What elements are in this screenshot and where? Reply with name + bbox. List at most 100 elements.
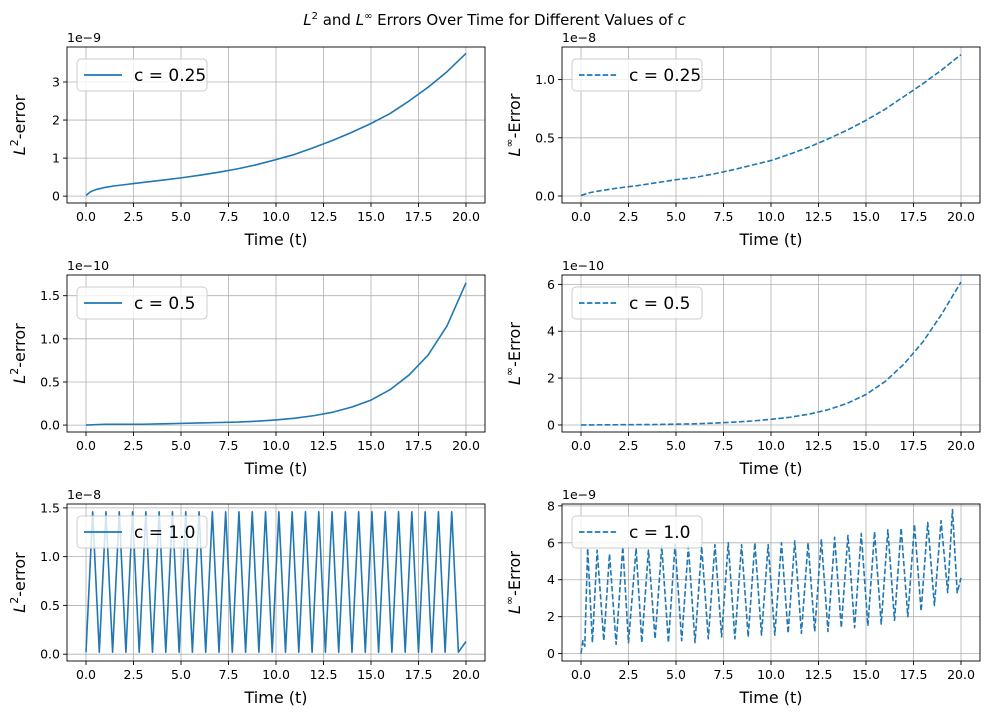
y-tick-label: 1.5 [40, 500, 60, 515]
legend: c = 0.5 [571, 286, 703, 320]
axis-offset-text: 1e−9 [67, 30, 101, 45]
legend-box [571, 515, 703, 549]
x-axis-label: Time (t) [244, 688, 308, 707]
x-tick-label: 17.5 [900, 667, 928, 682]
x-tick-label: 12.5 [805, 209, 833, 224]
y-tick-label: 2 [547, 609, 555, 624]
x-tick-label: 20.0 [947, 438, 975, 453]
title-linf-letter: L [356, 11, 364, 29]
x-tick-label: 5.0 [666, 209, 686, 224]
x-axis-label: Time (t) [739, 459, 803, 478]
series-line [580, 53, 962, 197]
x-tick-label: 0.0 [76, 667, 96, 682]
x-tick-label: 5.0 [171, 438, 191, 453]
x-tick-label: 12.5 [805, 438, 833, 453]
legend-box [571, 58, 703, 92]
x-tick-label: 10.0 [757, 209, 785, 224]
x-tick-label: 12.5 [310, 667, 338, 682]
legend-box [571, 286, 703, 320]
y-tick-label: 0.5 [40, 598, 60, 613]
x-tick-label: 7.5 [219, 209, 239, 224]
x-tick-label: 12.5 [805, 667, 833, 682]
x-tick-label: 15.0 [357, 667, 385, 682]
title-l2-letter: L [303, 11, 311, 29]
legend-label: c = 0.5 [134, 294, 195, 314]
subplot-grid: 0.0 2.5 5.0 7.5 10.0 12.5 15.0 17.5 20.001231e−9… [8, 30, 981, 707]
y-label-letter: L [505, 376, 524, 385]
y-label-suffix: -error [10, 323, 29, 368]
y-tick-label: 8 [547, 498, 555, 513]
x-tick-label: 7.5 [714, 438, 734, 453]
x-tick-label: 10.0 [757, 438, 785, 453]
x-tick-label: 20.0 [452, 667, 480, 682]
subplot-row3-right: 0.0 2.5 5.0 7.5 10.0 12.5 15.0 17.5 20.0 0 2 4 6 8 1e−… [503, 487, 981, 707]
x-tick-label: 2.5 [124, 667, 144, 682]
x-tick-label: 15.0 [852, 438, 880, 453]
y-tick-label: 2 [52, 113, 60, 128]
legend: c = 1.0 [76, 515, 208, 549]
y-axis-label: L2-error [8, 323, 29, 384]
x-tick-label: 2.5 [619, 667, 639, 682]
x-tick-label: 2.5 [124, 438, 144, 453]
x-tick-label: 2.5 [124, 209, 144, 224]
x-tick-label: 20.0 [947, 667, 975, 682]
y-tick-label: 0 [547, 646, 555, 661]
x-tick-label: 12.5 [310, 438, 338, 453]
y-tick-label: 1.0 [40, 331, 60, 346]
title-and: and [318, 11, 356, 29]
x-tick-label: 5.0 [171, 667, 191, 682]
x-tick-label: 17.5 [405, 209, 433, 224]
x-tick-label: 17.5 [405, 667, 433, 682]
x-tick-label: 17.5 [900, 438, 928, 453]
y-tick-label: 6 [547, 277, 555, 292]
title-rest: Errors Over Time for Different Values of [372, 11, 677, 29]
x-tick-label: 0.0 [76, 209, 96, 224]
x-tick-label: 5.0 [666, 438, 686, 453]
axis-offset-text: 1e−8 [562, 30, 596, 45]
x-tick-label: 17.5 [900, 209, 928, 224]
y-tick-label: 1.0 [535, 72, 555, 87]
x-tick-label: 0.0 [571, 667, 591, 682]
legend-label: c = 0.25 [134, 66, 206, 86]
legend-label: c = 0.5 [629, 294, 690, 314]
x-tick-label: 5.0 [171, 209, 191, 224]
y-tick-label: 0.5 [40, 374, 60, 389]
x-tick-label: 15.0 [357, 438, 385, 453]
subplot-row3-left: 0.0 2.5 5.0 7.5 10.0 12.5 15.0 17.5 20.0 0.0 0.5 1.… [8, 487, 486, 707]
y-label-letter: L [10, 146, 29, 155]
x-tick-label: 20.0 [452, 438, 480, 453]
y-tick-label: 0 [547, 417, 555, 432]
legend-box [76, 515, 208, 549]
y-label-suffix: -error [10, 552, 29, 597]
series-line [580, 281, 962, 426]
x-tick-label: 7.5 [714, 667, 734, 682]
legend-box [76, 58, 208, 92]
x-tick-label: 5.0 [666, 667, 686, 682]
y-label-suffix: -Error [505, 551, 524, 596]
series-line [85, 282, 467, 426]
y-axis-label: L∞-Error [503, 551, 524, 614]
x-tick-label: 7.5 [219, 667, 239, 682]
subplot-row2-left: 0.0 2.5 5.0 7.5 10.0 12.5 15.0 17.5 20.0 0.0 0.5 1.… [8, 258, 486, 478]
y-label-suffix: -Error [505, 322, 524, 367]
y-label-letter: L [10, 375, 29, 384]
x-axis-label: Time (t) [739, 230, 803, 249]
y-tick-label: 3 [52, 75, 60, 90]
y-label-superscript: ∞ [503, 367, 516, 376]
legend-label: c = 1.0 [134, 523, 195, 543]
subplot-row1-left: 0.0 2.5 5.0 7.5 10.0 12.5 15.0 17.5 20.0 0 1 2 3 1e−9… [8, 30, 486, 249]
x-tick-label: 12.5 [310, 209, 338, 224]
legend-label: c = 1.0 [629, 523, 690, 543]
x-tick-label: 15.0 [357, 209, 385, 224]
x-tick-label: 15.0 [852, 667, 880, 682]
y-tick-label: 0.5 [535, 130, 555, 145]
y-axis-label: L2-error [8, 94, 29, 155]
x-tick-label: 15.0 [852, 209, 880, 224]
y-tick-label: 2 [547, 371, 555, 386]
x-tick-label: 0.0 [571, 209, 591, 224]
y-tick-label: 1.5 [40, 288, 60, 303]
x-tick-label: 7.5 [219, 438, 239, 453]
axis-offset-text: 1e−10 [562, 258, 604, 273]
y-label-suffix: -error [10, 94, 29, 139]
series-line [85, 510, 467, 654]
